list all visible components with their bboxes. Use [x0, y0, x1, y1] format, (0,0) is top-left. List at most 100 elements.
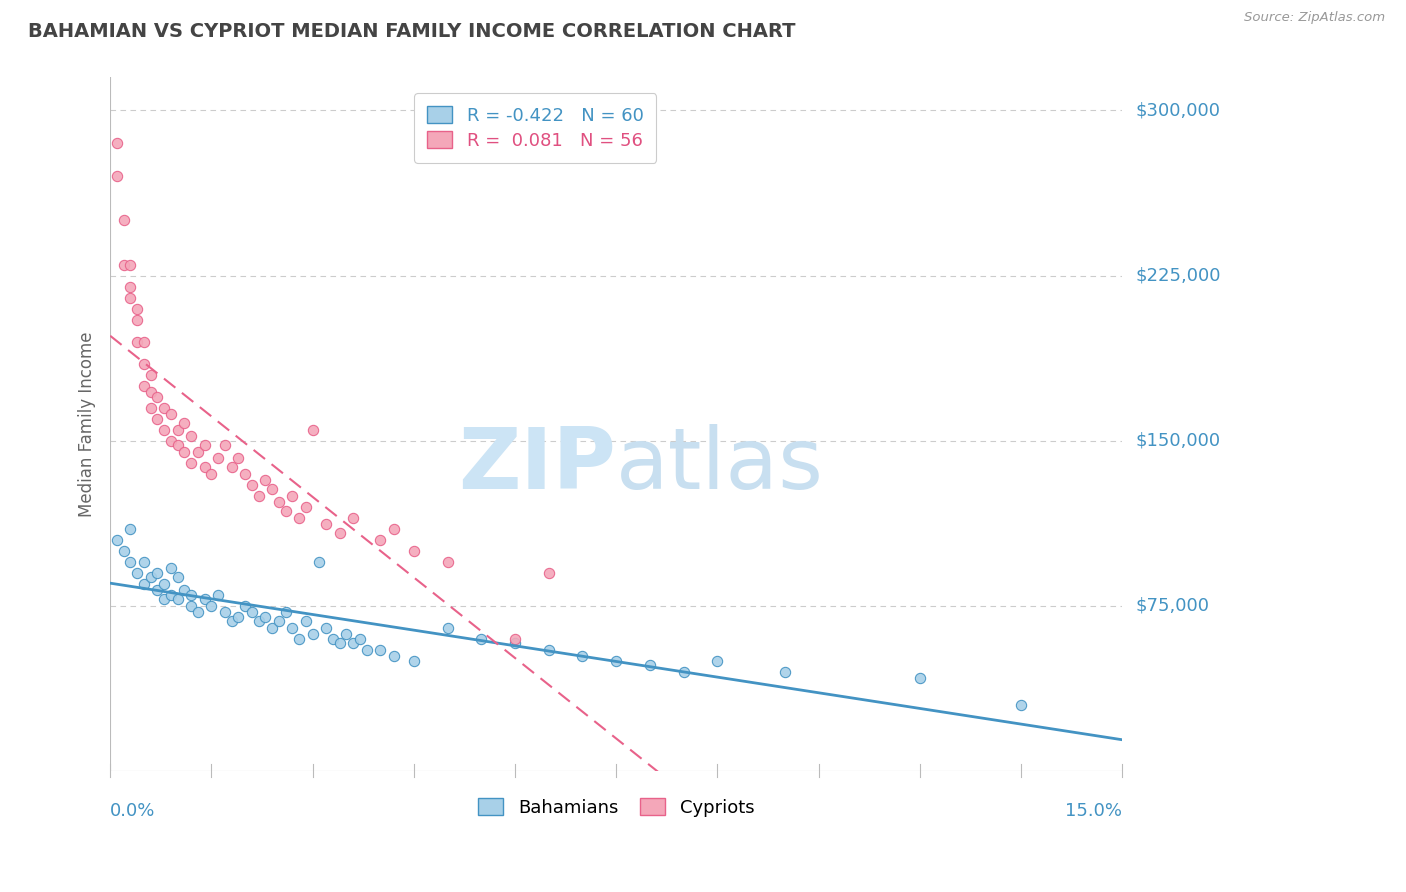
Text: BAHAMIAN VS CYPRIOT MEDIAN FAMILY INCOME CORRELATION CHART: BAHAMIAN VS CYPRIOT MEDIAN FAMILY INCOME… [28, 22, 796, 41]
Point [254, 473, 277, 487]
Point [112, 213, 135, 227]
Point [908, 671, 931, 685]
Point [194, 592, 217, 607]
Point [503, 636, 526, 650]
Point [402, 654, 425, 668]
Point [470, 632, 492, 646]
Point [295, 500, 318, 514]
Text: 0.0%: 0.0% [110, 802, 156, 820]
Point [187, 605, 209, 619]
Point [537, 642, 560, 657]
Point [368, 642, 391, 657]
Point [180, 429, 202, 443]
Point [153, 401, 176, 415]
Point [180, 456, 202, 470]
Point [166, 438, 188, 452]
Point [146, 411, 169, 425]
Point [672, 665, 695, 679]
Point [342, 636, 364, 650]
Point [267, 495, 290, 509]
Point [207, 451, 229, 466]
Point [166, 592, 188, 607]
Text: $225,000: $225,000 [1136, 267, 1222, 285]
Point [120, 291, 142, 305]
Text: $150,000: $150,000 [1136, 432, 1220, 450]
Point [274, 605, 297, 619]
Point [773, 665, 796, 679]
Text: $300,000: $300,000 [1136, 102, 1220, 120]
Y-axis label: Median Family Income: Median Family Income [79, 331, 96, 516]
Point [315, 517, 337, 532]
Point [436, 621, 458, 635]
Legend: Bahamians, Cypriots: Bahamians, Cypriots [471, 791, 762, 824]
Point [233, 467, 256, 481]
Point [436, 555, 458, 569]
Point [214, 605, 236, 619]
Point [295, 614, 318, 628]
Point [105, 136, 128, 151]
Point [605, 654, 627, 668]
Point [173, 583, 195, 598]
Point [274, 504, 297, 518]
Text: atlas: atlas [616, 425, 824, 508]
Point [200, 599, 222, 613]
Point [368, 533, 391, 547]
Point [160, 407, 183, 421]
Point [166, 570, 188, 584]
Point [160, 434, 183, 448]
Point [132, 378, 155, 392]
Point [503, 632, 526, 646]
Point [402, 543, 425, 558]
Point [194, 460, 217, 475]
Point [120, 555, 142, 569]
Point [132, 576, 155, 591]
Point [228, 609, 250, 624]
Point [160, 588, 183, 602]
Point [173, 416, 195, 430]
Point [537, 566, 560, 580]
Point [329, 636, 352, 650]
Point [200, 467, 222, 481]
Point [281, 621, 304, 635]
Point [187, 444, 209, 458]
Point [262, 621, 284, 635]
Point [153, 576, 176, 591]
Point [166, 423, 188, 437]
Point [180, 599, 202, 613]
Point [349, 632, 371, 646]
Point [240, 477, 263, 491]
Point [112, 543, 135, 558]
Point [207, 588, 229, 602]
Point [329, 526, 352, 541]
Text: 15.0%: 15.0% [1066, 802, 1122, 820]
Point [233, 599, 256, 613]
Point [262, 482, 284, 496]
Point [638, 658, 661, 673]
Point [180, 588, 202, 602]
Point [706, 654, 728, 668]
Point [139, 401, 162, 415]
Point [571, 649, 593, 664]
Point [105, 169, 128, 184]
Point [112, 258, 135, 272]
Point [288, 510, 311, 524]
Point [221, 460, 243, 475]
Point [146, 583, 169, 598]
Point [301, 627, 323, 641]
Text: Source: ZipAtlas.com: Source: ZipAtlas.com [1244, 11, 1385, 24]
Text: $75,000: $75,000 [1136, 597, 1209, 615]
Point [132, 555, 155, 569]
Point [254, 609, 277, 624]
Point [194, 438, 217, 452]
Point [132, 357, 155, 371]
Point [267, 614, 290, 628]
Point [308, 555, 330, 569]
Point [382, 649, 405, 664]
Point [1010, 698, 1032, 712]
Point [335, 627, 357, 641]
Point [153, 592, 176, 607]
Point [247, 489, 270, 503]
Point [322, 632, 344, 646]
Point [288, 632, 311, 646]
Point [228, 451, 250, 466]
